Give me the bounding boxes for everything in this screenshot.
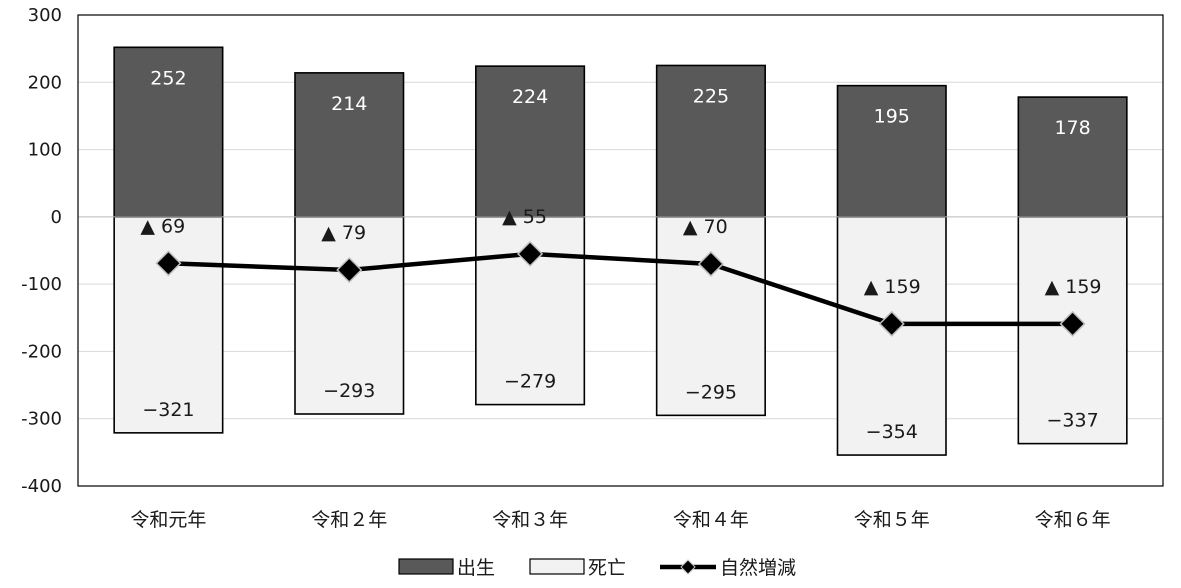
- birth-value-label: 252: [150, 67, 186, 89]
- death-value-label: −293: [323, 380, 375, 402]
- legend-label-natural-change: 自然増減: [720, 557, 796, 579]
- x-category-label: 令和５年: [854, 509, 930, 531]
- x-category-label: 令和３年: [492, 509, 568, 531]
- natural-change-value-label: ▲ 55: [502, 206, 547, 228]
- natural-change-value-label: ▲ 79: [321, 222, 366, 244]
- birth-value-label: 195: [874, 106, 910, 128]
- x-category-label: 令和６年: [1035, 509, 1111, 531]
- y-tick-label: -300: [21, 409, 62, 430]
- natural-change-value-label: ▲ 69: [140, 215, 185, 237]
- legend-swatch-death: [530, 559, 584, 574]
- death-value-label: −354: [866, 421, 918, 443]
- natural-change-value-label: ▲ 70: [683, 216, 728, 238]
- x-category-label: 令和元年: [130, 509, 206, 531]
- birth-bar: [1018, 97, 1126, 217]
- y-tick-label: 200: [28, 72, 62, 93]
- death-value-label: −295: [685, 381, 737, 403]
- legend-label-birth: 出生: [457, 557, 495, 579]
- x-category-label: 令和４年: [673, 509, 749, 531]
- birth-value-label: 224: [512, 86, 548, 108]
- natural-change-value-label: ▲ 159: [864, 276, 921, 298]
- birth-value-label: 178: [1054, 117, 1090, 139]
- x-category-label: 令和２年: [311, 509, 387, 531]
- y-tick-label: -200: [21, 341, 62, 362]
- natural-change-value-label: ▲ 159: [1045, 276, 1102, 298]
- y-tick-label: -400: [21, 476, 62, 497]
- y-tick-label: 300: [28, 5, 62, 26]
- y-tick-label: 100: [28, 140, 62, 161]
- legend-swatch-birth: [399, 559, 453, 574]
- legend-label-death: 死亡: [588, 557, 626, 579]
- birth-value-label: 214: [331, 93, 367, 115]
- death-value-label: −279: [504, 371, 556, 393]
- death-value-label: −321: [142, 399, 194, 421]
- y-tick-label: 0: [51, 207, 62, 228]
- death-value-label: −337: [1046, 410, 1098, 432]
- y-tick-label: -100: [21, 274, 62, 295]
- birth-value-label: 225: [693, 85, 729, 107]
